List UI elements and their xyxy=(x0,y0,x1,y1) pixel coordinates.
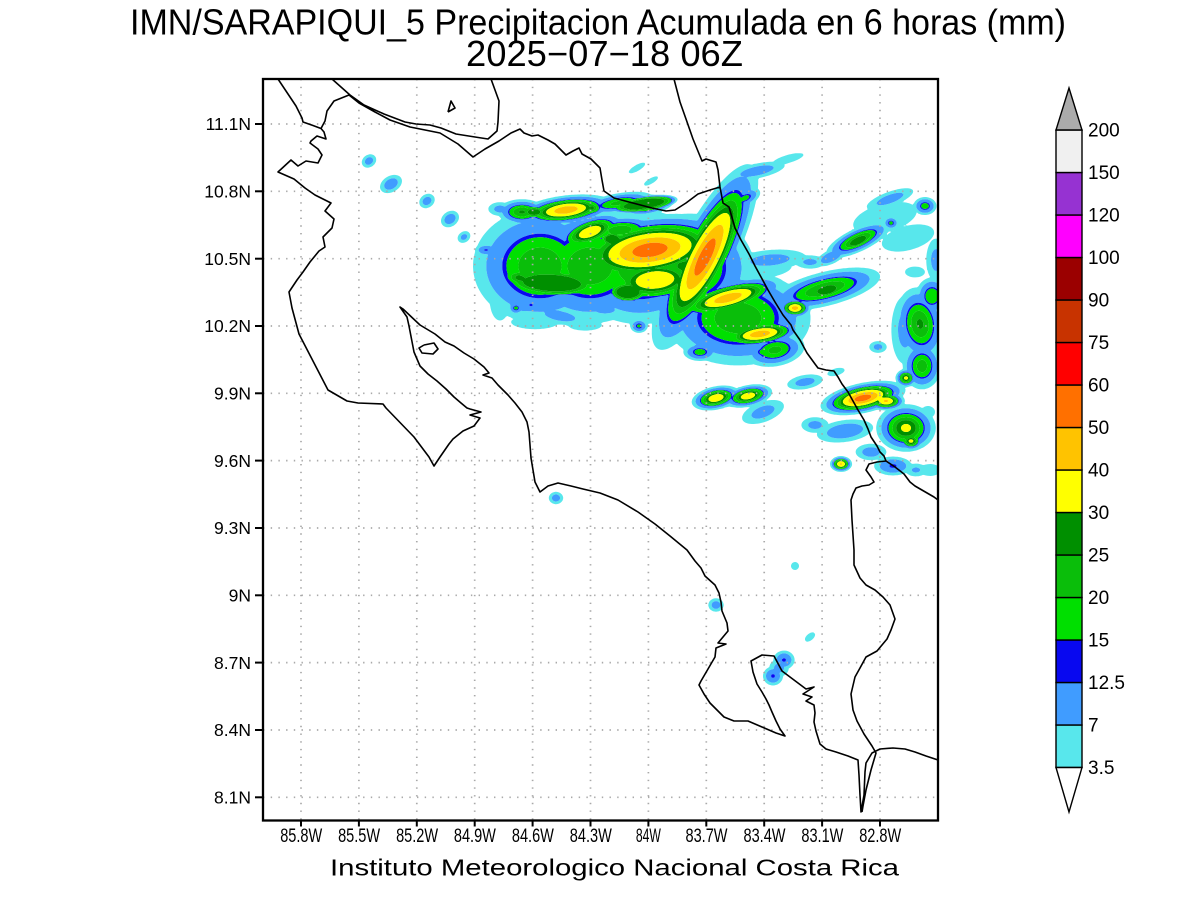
svg-text:20: 20 xyxy=(1088,588,1109,609)
svg-text:200: 200 xyxy=(1088,121,1120,142)
svg-text:30: 30 xyxy=(1088,503,1109,524)
svg-text:7: 7 xyxy=(1088,716,1099,737)
svg-text:83.7W: 83.7W xyxy=(686,825,728,847)
svg-text:150: 150 xyxy=(1088,163,1120,184)
svg-text:9N: 9N xyxy=(229,586,251,606)
svg-text:100: 100 xyxy=(1088,248,1120,269)
svg-text:12.5: 12.5 xyxy=(1088,673,1125,694)
svg-text:83.1W: 83.1W xyxy=(801,825,843,847)
svg-text:25: 25 xyxy=(1088,546,1109,567)
svg-text:40: 40 xyxy=(1088,461,1109,482)
svg-text:9.9N: 9.9N xyxy=(214,384,251,404)
svg-text:11.1N: 11.1N xyxy=(206,114,251,134)
svg-text:83.4W: 83.4W xyxy=(744,825,786,847)
svg-text:10.2N: 10.2N xyxy=(204,316,251,336)
svg-text:75: 75 xyxy=(1088,333,1109,354)
svg-text:8.1N: 8.1N xyxy=(214,788,251,808)
svg-text:10.5N: 10.5N xyxy=(204,249,251,269)
svg-text:IMN/SARAPIQUI_5 Precipitacion: IMN/SARAPIQUI_5 Precipitacion Acumulada … xyxy=(130,2,1066,43)
svg-text:84.6W: 84.6W xyxy=(512,825,554,847)
svg-text:10.8N: 10.8N xyxy=(204,182,251,202)
svg-text:8.4N: 8.4N xyxy=(214,720,251,740)
svg-text:84.3W: 84.3W xyxy=(570,825,612,847)
svg-text:2025−07−18 06Z: 2025−07−18 06Z xyxy=(466,33,743,74)
svg-text:84.9W: 84.9W xyxy=(454,825,496,847)
svg-text:82.8W: 82.8W xyxy=(859,825,901,847)
svg-text:85.5W: 85.5W xyxy=(338,825,380,847)
svg-text:50: 50 xyxy=(1088,418,1109,439)
svg-text:84W: 84W xyxy=(636,825,661,847)
svg-text:90: 90 xyxy=(1088,291,1109,312)
svg-text:9.3N: 9.3N xyxy=(214,518,251,538)
svg-text:85.2W: 85.2W xyxy=(396,825,438,847)
svg-text:60: 60 xyxy=(1088,376,1109,397)
svg-text:9.6N: 9.6N xyxy=(214,451,251,471)
svg-text:Instituto Meteorologico Nacion: Instituto Meteorologico Nacional Costa R… xyxy=(330,855,900,881)
svg-text:120: 120 xyxy=(1088,206,1120,227)
svg-text:85.8W: 85.8W xyxy=(280,825,322,847)
svg-text:15: 15 xyxy=(1088,631,1109,652)
svg-text:8.7N: 8.7N xyxy=(214,653,251,673)
svg-text:3.5: 3.5 xyxy=(1088,758,1114,779)
